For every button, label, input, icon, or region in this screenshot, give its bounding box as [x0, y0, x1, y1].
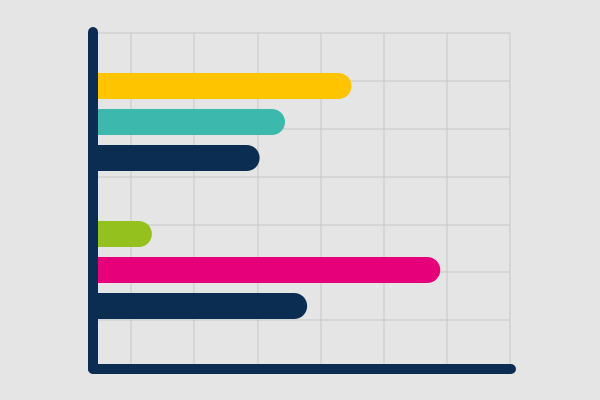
bar-group-1-bar-3: [94, 145, 260, 171]
axes: [88, 27, 516, 374]
bars: [94, 73, 441, 319]
bar-group-2-bar-2: [94, 257, 441, 283]
bar-group-2-bar-3: [94, 293, 308, 319]
bar-group-1-bar-1: [94, 73, 352, 99]
bar-group-1-bar-2: [94, 109, 285, 135]
bar-group-2-bar-1: [94, 221, 152, 247]
